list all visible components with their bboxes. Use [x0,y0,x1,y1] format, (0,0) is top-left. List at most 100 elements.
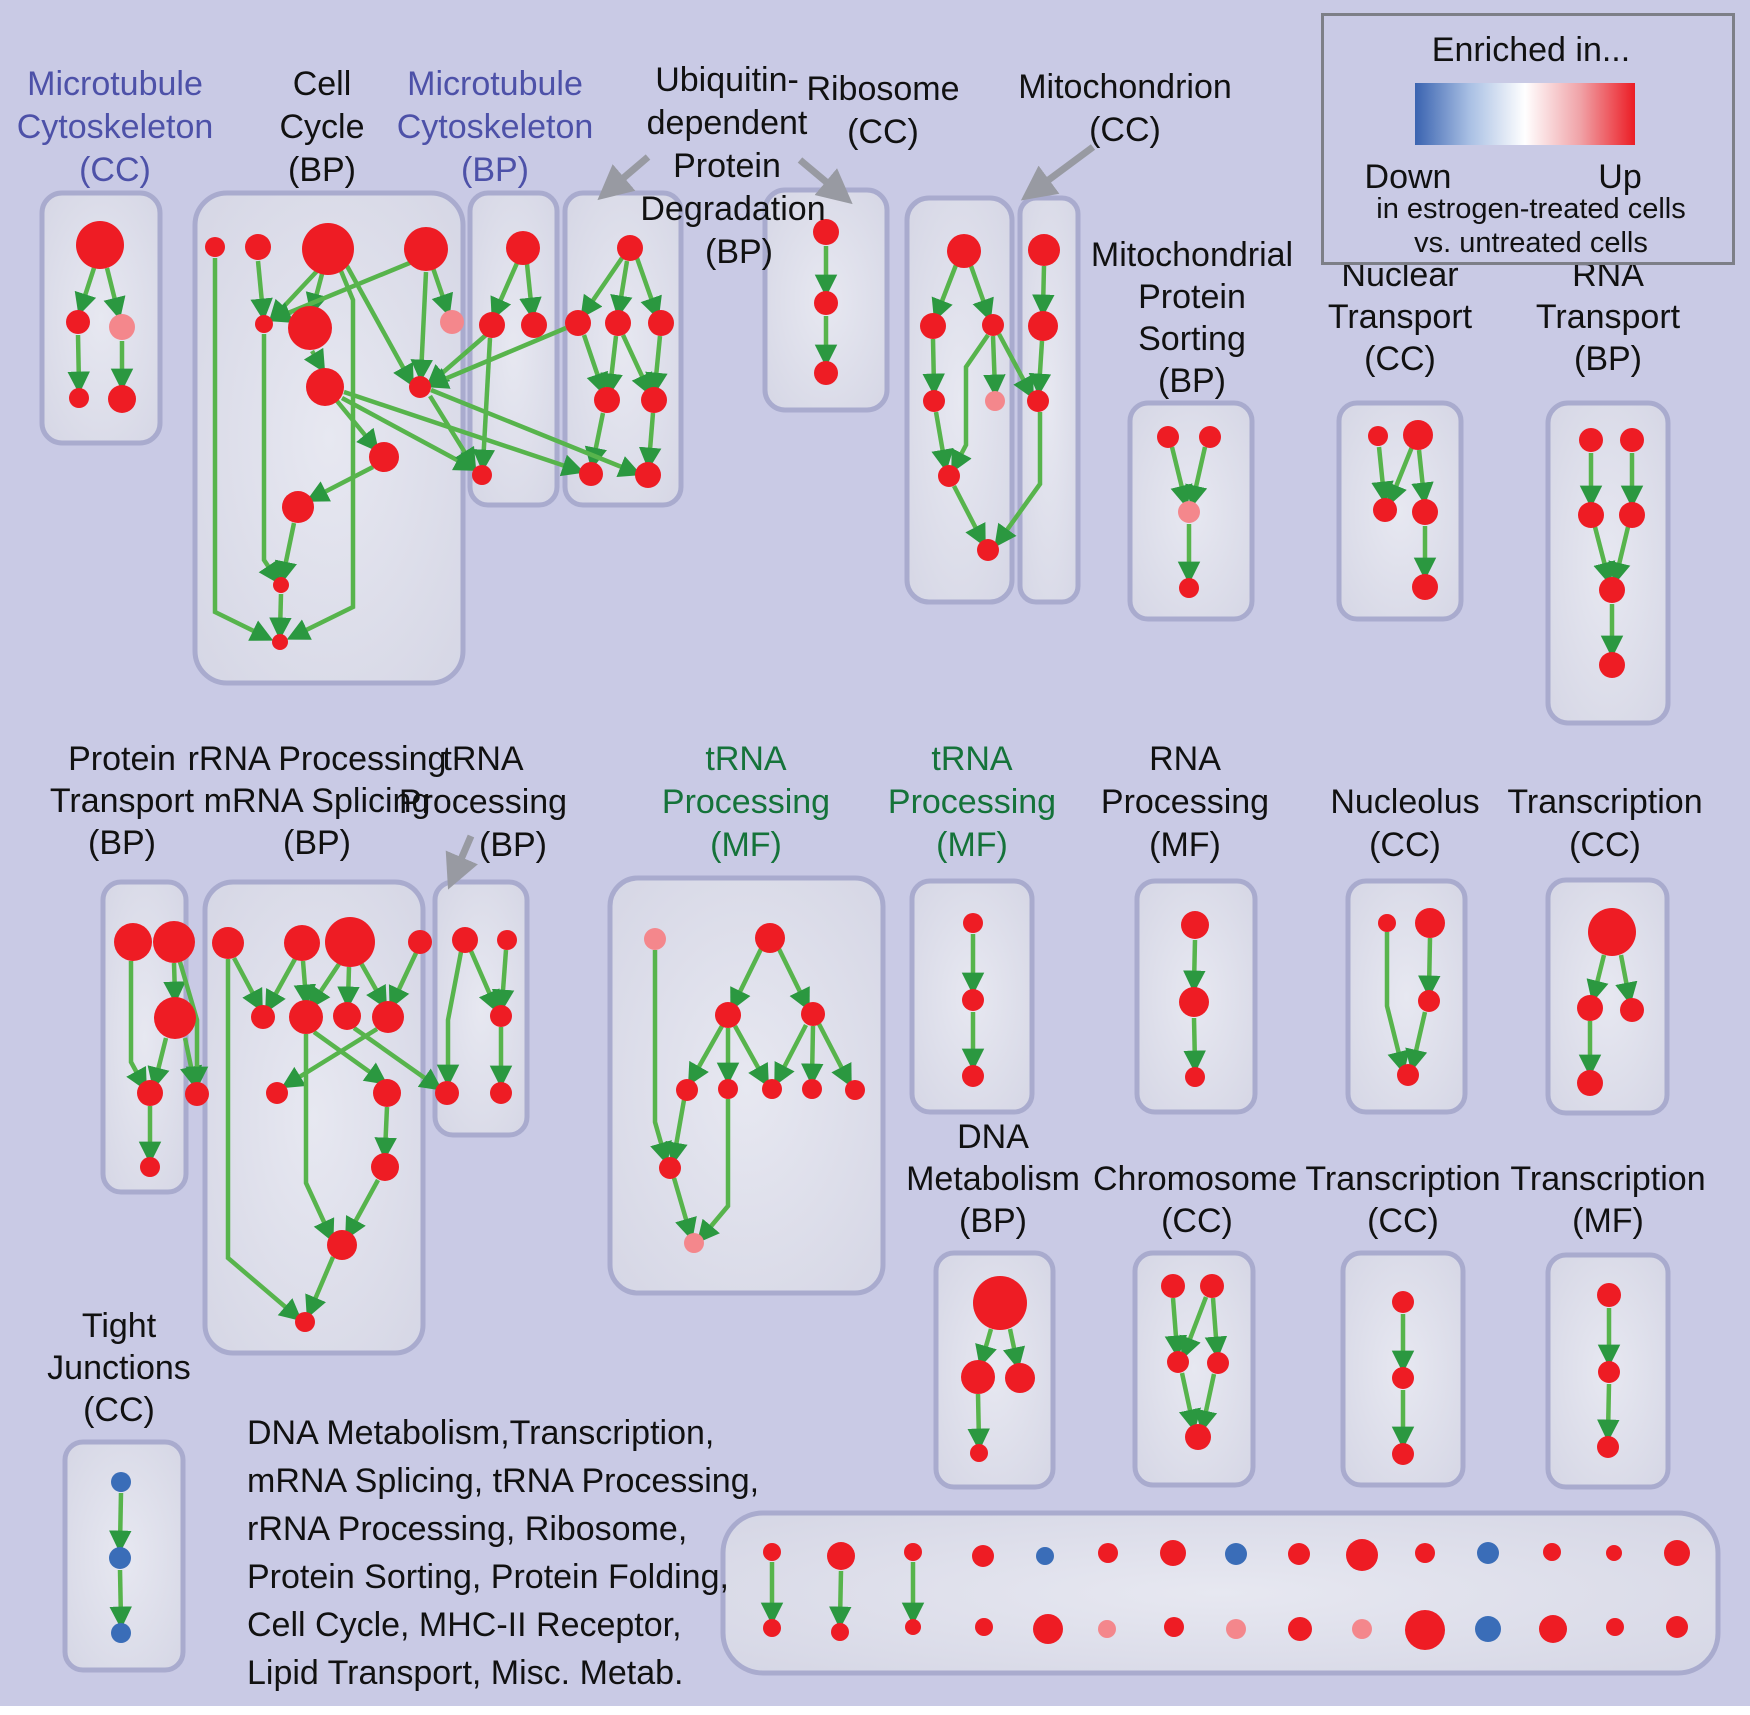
go-term-node [69,388,89,408]
go-term-node [371,1153,399,1181]
cluster-label-transcription-mf: (MF) [1572,1202,1644,1240]
cluster-label-cell-cycle-bp: Cycle [279,108,364,146]
go-term-node [1346,1539,1378,1571]
go-term-node [938,465,960,487]
cluster-label-mitochondrial-protein-sorting-bp: Protein [1138,278,1246,316]
go-term-node [282,491,314,523]
relation-arrow [286,270,356,640]
relation-arrow [1384,932,1410,1074]
go-term-node [1606,1545,1622,1561]
cluster-label-rna-processing-mf: (MF) [1149,826,1221,864]
go-term-node [205,237,225,257]
relation-arrow [1169,446,1193,508]
relation-arrow [1003,1328,1026,1370]
go-term-node [272,634,288,650]
go-term-node [1164,1617,1184,1637]
relation-arrow [265,957,297,1014]
misc-text-line: Cell Cycle, MHC-II Receptor, [247,1606,682,1644]
go-term-node [409,376,431,398]
go-term-node [369,442,399,472]
cluster-label-ubiquitin-dependent-protein-degradation-bp: Protein [673,147,781,185]
go-term-node [594,387,620,413]
cluster-label-dna-metabolism-bp: Metabolism [906,1160,1080,1198]
go-term-node [435,1081,459,1105]
relation-arrow [776,948,810,1012]
relation-arrow [250,260,273,322]
cluster-label-transcription-cc-mid: (CC) [1569,826,1641,864]
go-term-node [1539,1615,1567,1643]
misc-text-line: Lipid Transport, Misc. Metab. [247,1654,684,1692]
go-term-node [1412,499,1438,525]
cluster-label-tight-junctions-cc: Junctions [47,1349,191,1387]
cluster-label-nucleolus-cc: Nucleolus [1330,783,1479,821]
go-term-node [472,465,492,485]
cluster-label-trna-processing-bp: tRNA [442,740,524,778]
relation-arrow [994,412,1043,548]
relation-arrow [303,1034,335,1243]
relation-arrow [1183,939,1206,994]
cluster-label-ribosome-cc: (CC) [847,113,919,151]
relation-arrow [67,334,90,395]
relation-arrow [1371,446,1394,505]
relation-arrow [952,484,986,548]
relation-arrow [430,267,453,317]
relation-arrow [665,1099,688,1165]
cluster-label-trna-processing-mf-1: Processing [662,783,830,821]
go-term-node [1578,502,1604,528]
relation-arrow [696,1099,731,1244]
go-term-node [1160,1540,1186,1566]
relation-arrow [490,262,520,321]
legend-subtitle-1: in estrogen-treated cells [1376,193,1686,225]
go-term-node [212,927,244,959]
go-term-node [109,314,135,340]
cluster-label-ubiquitin-dependent-protein-degradation-bp: (BP) [705,233,773,271]
relation-arrow [1185,446,1208,508]
relation-arrow [967,1393,990,1452]
go-term-node [372,1001,404,1033]
go-term-node [153,921,195,963]
go-term-node [1620,428,1644,452]
go-term-node [111,1472,131,1492]
go-term-node [579,462,603,486]
cluster-label-rna-processing-mf: Processing [1101,783,1269,821]
go-term-node [1368,426,1388,446]
relation-arrow [688,1024,724,1087]
relation-arrow [580,256,624,319]
go-term-node [137,1080,163,1106]
go-term-node [1157,426,1179,448]
relation-arrow [147,1037,170,1090]
go-term-node [66,310,90,334]
relation-arrow [268,259,413,323]
cluster-box-nuclear-transport-cc [1336,400,1464,622]
go-term-node [1005,1363,1035,1393]
relation-arrow [308,962,341,1010]
relation-arrow [1195,1373,1218,1433]
relation-arrow [1385,446,1415,507]
relation-arrow [1204,1297,1228,1360]
relation-arrow [581,334,609,396]
cluster-label-trna-processing-mf-2: Processing [888,783,1056,821]
cluster-label-nucleolus-cc: (CC) [1369,826,1441,864]
go-term-node [1200,1274,1224,1298]
misc-text-line: DNA Metabolism,Transcription, [247,1414,715,1452]
go-term-node [302,223,354,275]
go-term-node [251,1005,275,1029]
cluster-box-chromosome-cc [1132,1250,1256,1488]
relation-arrow [305,1256,336,1319]
relation-arrow [730,948,764,1012]
cluster-label-chromosome-cc: (CC) [1161,1202,1233,1240]
relation-arrow [212,258,274,641]
go-term-node [973,1276,1027,1330]
go-term-node [1179,987,1209,1017]
go-term-node [490,1005,512,1027]
cross-cluster-arrow [428,394,477,471]
go-term-node [1226,1619,1246,1639]
go-term-node [1352,1619,1372,1639]
cluster-label-rna-transport-bp: Transport [1536,298,1681,336]
go-term-node [1606,1618,1624,1636]
relation-arrow [610,260,633,318]
cluster-label-tight-junctions-cc: Tight [82,1307,157,1345]
go-term-node [972,1545,994,1567]
go-term-node [1178,501,1200,523]
